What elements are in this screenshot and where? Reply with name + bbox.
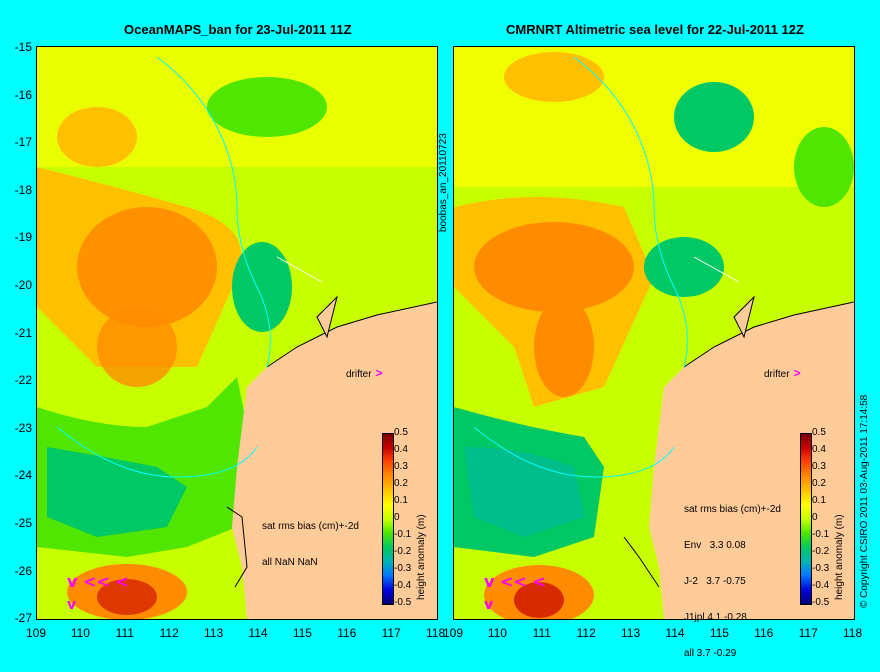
x-tick-label: 115 [709,626,729,640]
colorbar-tick-label: -0.3 [812,563,830,574]
colorbar-tick-label: 0.3 [394,461,408,472]
x-tick-label: 117 [381,626,401,640]
colorbar-tick-label: 0.5 [394,427,408,438]
colorbar-tick-label: 0 [394,512,400,523]
colorbar-tick-label: 0.4 [812,444,826,455]
left-colorbar-label: height anomaly (m) [416,514,427,600]
left-stats-line: sat rms bias (cm)+-2d [262,521,359,532]
svg-text:v << <: v << < [67,572,129,591]
colorbar-tick-label: 0.1 [394,495,408,506]
left-drifter-text: drifter [346,369,372,380]
x-tick-label: 118 [843,626,863,640]
left-drifter-label: drifter > [346,366,383,380]
copyright-label: © Copyright CSIRO 2011 03-Aug-2011 17:14… [859,394,870,608]
colorbar-tick-label: 0.3 [812,461,826,472]
colorbar-tick-label: -0.1 [812,529,830,540]
y-tick-label: -16 [14,87,32,102]
right-colorbar-label: height anomaly (m) [834,514,845,600]
x-tick-label: 112 [159,626,179,640]
y-tick-label: -19 [14,230,32,245]
colorbar-tick-label: 0.2 [394,478,408,489]
x-tick-label: 109 [25,626,47,640]
colorbar-tick-label: -0.4 [812,580,830,591]
colorbar-tick-label: -0.2 [812,546,830,557]
y-tick-label: -25 [14,516,32,530]
right-colorbar [800,433,812,605]
right-stats: sat rms bias (cm)+-2d Env 3.3 0.08 J-2 3… [684,480,781,672]
colorbar-tick-label: 0.4 [394,444,408,455]
right-drifter-label: drifter > [764,366,801,380]
x-tick-label: 113 [204,626,224,640]
x-tick-label: 111 [115,626,134,640]
y-tick-label: -17 [14,135,32,150]
left-stats-line: all NaN NaN [262,557,318,568]
svg-text:v << <: v << < [484,572,546,591]
right-stats-line: J1jpl 4.1 -0.28 [684,612,747,623]
x-tick-label: 113 [621,626,641,640]
drifter-arrow-icon: > [375,366,383,380]
right-stats-line: J-2 3.7 -0.75 [684,576,746,587]
y-tick-label: -15 [14,40,32,54]
drifter-arrow-icon: > [793,366,801,380]
colorbar-tick-label: 0.2 [812,478,826,489]
left-stats: sat rms bias (cm)+-2d all NaN NaN [262,497,359,581]
right-map-title: CMRNRT Altimetric sea level for 22-Jul-2… [506,22,804,37]
colorbar-tick-label: 0.1 [812,495,826,506]
colorbar-tick-label: -0.2 [394,546,412,557]
center-run-label: boobas_an_20110723 [438,133,449,232]
x-tick-label: 114 [665,626,685,640]
left-map-panel: v << < v [36,46,438,620]
left-map-field: v << < v [37,47,437,619]
y-tick-label: -23 [14,420,32,435]
x-tick-label: 116 [754,626,774,640]
x-tick-label: 118 [426,626,446,640]
left-map-title: OceanMAPS_ban for 23-Jul-2011 11Z [124,22,352,37]
y-tick-label: -22 [14,373,32,388]
colorbar-tick-label: -0.1 [394,529,412,540]
y-tick-label: -18 [14,182,32,197]
right-map-panel: v << < v [453,46,855,620]
left-colorbar [382,433,394,605]
colorbar-tick-label: -0.5 [394,597,412,608]
svg-text:v: v [67,597,76,613]
x-tick-label: 112 [576,626,596,640]
x-tick-label: 115 [292,626,312,640]
colorbar-tick-label: 0 [812,512,818,523]
right-stats-line: sat rms bias (cm)+-2d [684,504,781,515]
colorbar-tick-label: -0.3 [394,563,412,574]
svg-text:v: v [484,597,493,613]
y-tick-label: -27 [14,611,32,626]
x-tick-label: 110 [70,626,90,640]
right-map-field: v << < v [454,47,854,619]
x-tick-label: 111 [532,626,551,640]
right-drifter-text: drifter [764,369,790,380]
y-tick-label: -21 [14,325,32,340]
x-tick-label: 117 [798,626,818,640]
x-tick-label: 110 [487,626,507,640]
x-tick-label: 114 [248,626,268,640]
colorbar-tick-label: -0.5 [812,597,830,608]
colorbar-tick-label: 0.5 [812,427,826,438]
x-tick-label: 109 [442,626,464,640]
colorbar-tick-label: -0.4 [394,580,412,591]
y-tick-label: -26 [14,563,32,578]
y-tick-label: -24 [14,468,32,483]
y-tick-label: -20 [14,278,32,292]
x-tick-label: 116 [337,626,357,640]
right-stats-line: all 3.7 -0.29 [684,648,737,659]
right-stats-line: Env 3.3 0.08 [684,540,746,551]
